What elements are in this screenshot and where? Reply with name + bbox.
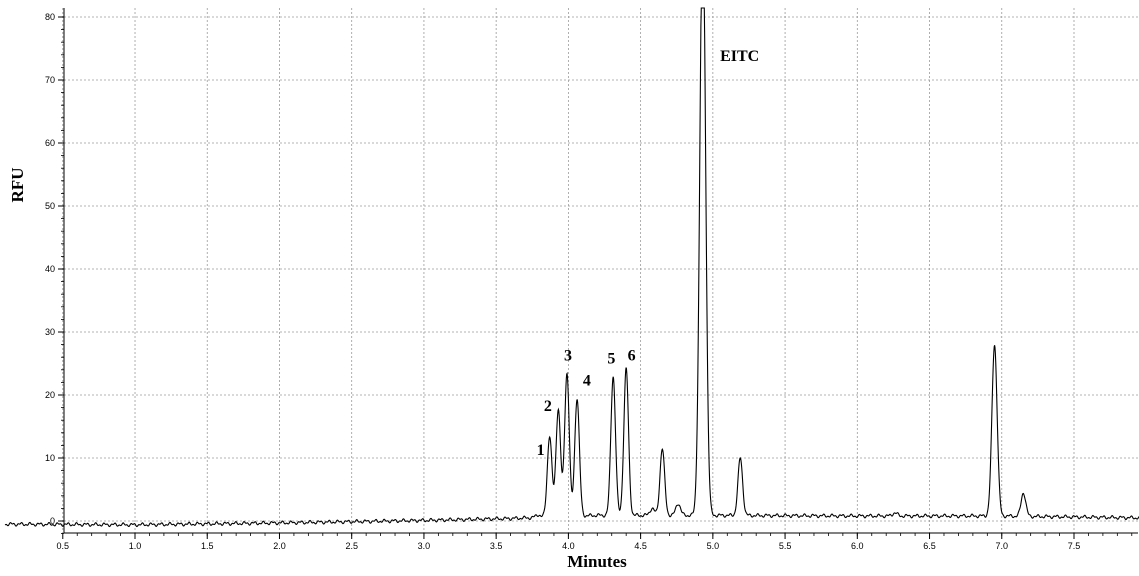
x-tick-label: 3.0 <box>418 541 431 551</box>
x-tick-label: 3.5 <box>490 541 503 551</box>
peak-label: 5 <box>607 351 615 368</box>
y-tick-label: 80 <box>45 12 55 22</box>
x-tick-label: 1.5 <box>201 541 214 551</box>
peak-label: 6 <box>628 347 636 364</box>
x-axis-title: Minutes <box>567 552 627 571</box>
x-tick-label: 2.0 <box>273 541 286 551</box>
label-layer: 1 2 345 6 EITC <box>537 48 760 459</box>
x-tick-label: 6.0 <box>851 541 864 551</box>
peak-label: 4 <box>583 373 591 390</box>
axis-layer: 0.5 1.0 1.5 2.0 2.5 3.0 3.5 4.0 4.5 5.0 5.5 6.0 6.5 7… <box>45 8 1138 551</box>
peak-label: 1 <box>537 442 545 459</box>
y-tick-label: 60 <box>45 138 55 148</box>
trace-layer <box>4 7 1139 528</box>
y-tick-label: 0 <box>50 516 55 526</box>
y-tick-label: 40 <box>45 264 55 274</box>
peak-label: 3 <box>564 347 572 364</box>
x-tick-label: 6.5 <box>923 541 936 551</box>
y-tick-label: 70 <box>45 75 55 85</box>
peak-label: EITC <box>720 48 759 65</box>
x-tick-label: 0.5 <box>57 541 70 551</box>
x-tick-label: 1.0 <box>129 541 142 551</box>
chromatogram-trace <box>4 7 1139 528</box>
y-tick-label: 30 <box>45 327 55 337</box>
x-tick-label: 4.0 <box>562 541 575 551</box>
x-tick-label: 4.5 <box>634 541 647 551</box>
grid-layer <box>62 8 1138 533</box>
x-tick-label: 5.0 <box>707 541 720 551</box>
y-axis-title: RFU <box>8 168 27 203</box>
y-tick-label: 20 <box>45 390 55 400</box>
y-tick-label: 10 <box>45 453 55 463</box>
peak-label: 2 <box>544 398 552 415</box>
y-tick-label: 50 <box>45 201 55 211</box>
x-tick-label: 2.5 <box>345 541 358 551</box>
x-tick-label: 7.5 <box>1068 541 1081 551</box>
x-tick-label: 7.0 <box>996 541 1009 551</box>
x-tick-label: 5.5 <box>779 541 792 551</box>
